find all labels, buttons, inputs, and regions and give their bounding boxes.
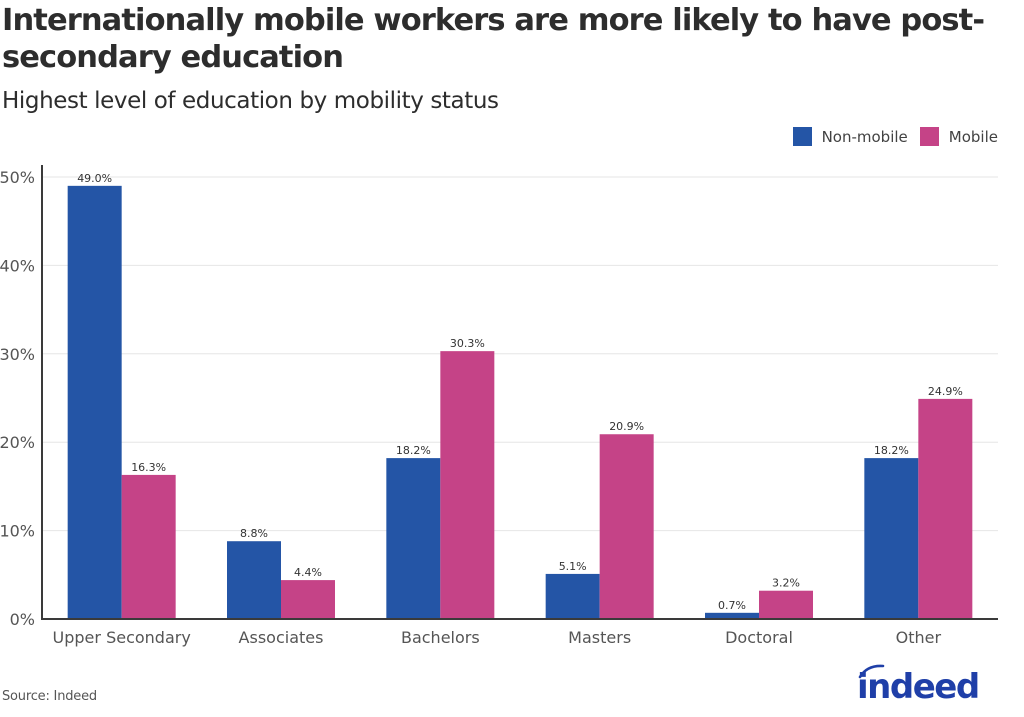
x-tick-label: Doctoral <box>725 628 793 647</box>
legend-item-non-mobile: Non-mobile <box>792 127 908 146</box>
bar-non-mobile-associates <box>227 541 281 619</box>
y-tick-label: 40% <box>0 256 35 275</box>
legend-label-non-mobile: Non-mobile <box>821 127 908 146</box>
chart-subtitle: Highest level of education by mobility s… <box>2 88 499 114</box>
logo-wordmark: indeed <box>857 667 979 703</box>
bar-mobile-other <box>918 398 973 619</box>
data-label: 16.3% <box>131 461 166 474</box>
gridlines <box>42 176 998 532</box>
bar-mobile-upper-secondary <box>121 474 176 619</box>
bars <box>67 185 973 619</box>
data-label: 18.2% <box>396 444 431 457</box>
legend: Non-mobile Mobile <box>781 127 998 146</box>
x-tick-label: Associates <box>239 628 324 647</box>
bar-non-mobile-other <box>864 458 919 619</box>
data-label: 30.3% <box>450 337 485 350</box>
data-label: 20.9% <box>609 420 644 433</box>
data-label: 8.8% <box>240 527 268 540</box>
bar-mobile-bachelors <box>440 351 495 619</box>
x-tick-label: Bachelors <box>401 628 480 647</box>
data-label: 4.4% <box>294 566 322 579</box>
data-label: 49.0% <box>77 172 112 185</box>
y-tick-label: 10% <box>0 522 35 541</box>
y-tick-label: 20% <box>0 433 35 452</box>
legend-label-mobile: Mobile <box>948 127 998 146</box>
indeed-logo: indeed <box>855 663 995 707</box>
y-tick-label: 0% <box>10 610 35 629</box>
bar-non-mobile-bachelors <box>386 458 441 619</box>
indeed-logo-icon: indeed <box>857 664 980 707</box>
bar-mobile-associates <box>281 580 335 619</box>
x-tick-label: Other <box>896 628 942 647</box>
data-label: 3.2% <box>772 577 800 590</box>
x-axis: Upper Secondary Associates Bachelors Master… <box>41 618 998 647</box>
data-label: 0.7% <box>718 599 746 612</box>
bar-non-mobile-upper-secondary <box>67 185 122 619</box>
data-labels: 49.0% 16.3% 8.8% 4.4% 18.2% 30.3% 5.1% 20.9% 0.7… <box>77 172 963 612</box>
x-tick-label: Masters <box>568 628 631 647</box>
legend-swatch-non-mobile <box>792 127 812 146</box>
data-label: 5.1% <box>559 560 587 573</box>
source-note: Source: Indeed <box>2 689 97 704</box>
bar-non-mobile-doctoral <box>705 612 759 619</box>
y-axis: 0% 10% 20% 30% 40% 50% <box>0 165 43 629</box>
bar-non-mobile-masters <box>545 573 600 619</box>
bar-mobile-doctoral <box>759 590 813 619</box>
data-label: 24.9% <box>928 385 963 398</box>
legend-item-mobile: Mobile <box>919 127 998 146</box>
data-label: 18.2% <box>874 444 909 457</box>
y-tick-label: 50% <box>0 168 35 187</box>
legend-swatch-mobile <box>919 127 939 146</box>
x-tick-label: Upper Secondary <box>53 628 191 647</box>
chart-title: Internationally mobile workers are more … <box>2 3 985 75</box>
bar-mobile-masters <box>599 434 654 619</box>
y-tick-label: 30% <box>0 345 35 364</box>
